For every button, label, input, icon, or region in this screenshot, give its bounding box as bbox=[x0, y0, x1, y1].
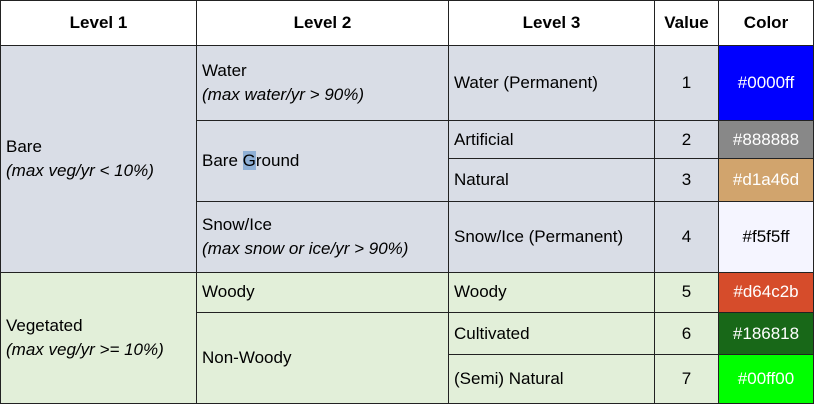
level1-label: Bare bbox=[6, 136, 42, 156]
class-value: 7 bbox=[654, 354, 719, 404]
level1-label: Vegetated bbox=[6, 315, 83, 335]
table-row: Vegetated (max veg/yr >= 10%) Woody Wood… bbox=[0, 271, 814, 404]
table-row: Bare Ground Artificial 2 #888888 bbox=[0, 119, 814, 202]
color-swatch: #0000ff bbox=[718, 45, 814, 121]
table-row: Bare (max veg/yr < 10%) Water (max water… bbox=[0, 45, 814, 273]
header-value: Value bbox=[654, 0, 719, 46]
level2-label-part: Bare bbox=[202, 150, 243, 170]
level3-label: Natural bbox=[448, 158, 655, 202]
color-swatch: #00ff00 bbox=[718, 354, 814, 404]
level1-note: (max veg/yr < 10%) bbox=[6, 160, 154, 180]
header-color: Color bbox=[718, 0, 814, 46]
level2-note: (max snow or ice/yr > 90%) bbox=[202, 238, 409, 258]
header-level-2: Level 2 bbox=[196, 0, 449, 46]
header-row: Level 1 Level 2 Level 3 Value Color bbox=[0, 0, 814, 46]
level2-note: (max water/yr > 90%) bbox=[202, 84, 365, 104]
level3-label: (Semi) Natural bbox=[448, 354, 655, 404]
color-swatch: #888888 bbox=[718, 119, 814, 160]
level3-label: Artificial bbox=[448, 119, 655, 160]
level1-vegetated-cell: Vegetated (max veg/yr >= 10%) bbox=[0, 271, 197, 404]
class-value: 5 bbox=[654, 271, 719, 313]
level2-water-cell: Water (max water/yr > 90%) bbox=[196, 45, 449, 121]
class-value: 6 bbox=[654, 311, 719, 356]
level2-snow-ice-cell: Snow/Ice (max snow or ice/yr > 90%) bbox=[196, 200, 449, 273]
level2-non-woody-cell: Non-Woody bbox=[196, 311, 449, 405]
header-level-3: Level 3 bbox=[448, 0, 655, 46]
header-level-1: Level 1 bbox=[0, 0, 197, 46]
level3-label: Water (Permanent) bbox=[448, 45, 655, 121]
color-swatch: #186818 bbox=[718, 311, 814, 356]
class-value: 4 bbox=[654, 200, 719, 273]
level1-bare-cell: Bare (max veg/yr < 10%) bbox=[0, 45, 197, 273]
class-value: 3 bbox=[654, 158, 719, 202]
class-value: 2 bbox=[654, 119, 719, 160]
text-cursor-highlight: G bbox=[242, 150, 256, 170]
class-value: 1 bbox=[654, 45, 719, 121]
level2-bare-ground-cell: Bare Ground bbox=[196, 119, 449, 202]
level2-woody-cell: Woody bbox=[196, 271, 449, 313]
level3-label: Cultivated bbox=[448, 311, 655, 356]
color-swatch: #d1a46d bbox=[718, 158, 814, 202]
level2-label: Snow/Ice bbox=[202, 214, 272, 234]
level2-label-part: round bbox=[255, 150, 300, 170]
color-swatch: #f5f5ff bbox=[718, 200, 814, 273]
level1-note: (max veg/yr >= 10%) bbox=[6, 339, 164, 359]
level3-label: Woody bbox=[448, 271, 655, 313]
level2-label: Water bbox=[202, 60, 247, 80]
color-swatch: #d64c2b bbox=[718, 271, 814, 313]
level3-label: Snow/Ice (Permanent) bbox=[448, 200, 655, 273]
